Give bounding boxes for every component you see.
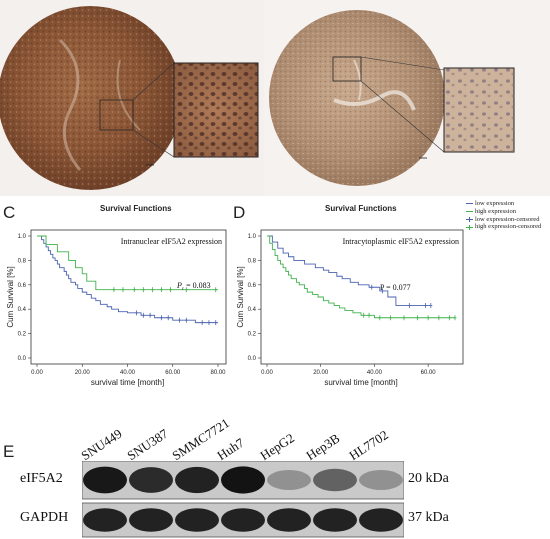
lane-label: SNU449: [78, 425, 125, 464]
panel-letter-e: E: [3, 442, 15, 461]
lane-label: HepG2: [257, 430, 297, 464]
censor-marker-icon: [466, 224, 473, 230]
chart-c-title: Survival Functions: [100, 204, 172, 213]
ihc-image-b: [264, 0, 550, 196]
blot-band: [83, 466, 127, 494]
x-tick-label: 20.00: [313, 370, 329, 376]
y-tick-label: 0.8: [248, 258, 257, 264]
km-chart-d: 0.0 0.2 0.4 0.6 0.8 1.0 0.00 20.00 40.00 60.00 sur…: [236, 229, 464, 387]
p-value: Pc = 0.083: [176, 281, 211, 292]
chart-d-title: Survival Functions: [325, 204, 397, 213]
panel-letter-c: C: [3, 203, 16, 222]
roi-box-a: [99, 99, 134, 131]
x-tick-label: 40.00: [367, 370, 383, 376]
blot-band: [83, 508, 127, 532]
x-tick-label: 60.00: [421, 370, 437, 376]
x-tick-label: 80.00: [210, 370, 226, 376]
lane-label: HL7702: [346, 426, 391, 464]
y-tick-label: 0.6: [248, 283, 257, 289]
legend-label: high expression: [475, 207, 516, 215]
km-line-high: [267, 235, 455, 319]
line-swatch-icon: [466, 203, 473, 205]
blot-band: [359, 508, 403, 532]
line-swatch-icon: [466, 211, 473, 213]
blot-band: [175, 508, 219, 532]
censor-marker-icon: [466, 216, 473, 222]
y-axis-label: Cum Survival [%]: [6, 266, 15, 327]
blot-band: [313, 508, 357, 532]
y-tick-label: 0.4: [18, 307, 27, 313]
x-tick-label: 0.00: [31, 370, 43, 376]
blot-band: [359, 470, 403, 490]
plot-frame: [260, 229, 464, 365]
blot-band: [313, 468, 357, 492]
panel-letter-d: D: [233, 203, 246, 222]
y-tick-label: 0.2: [248, 332, 257, 338]
ihc-image-a: [0, 0, 264, 196]
x-tick-label: 0.00: [261, 370, 273, 376]
chart-legend: low expression high expression low express…: [466, 200, 541, 231]
blot-band: [175, 466, 219, 494]
legend-item: low expression: [466, 200, 541, 208]
y-tick-label: 0.2: [18, 332, 27, 338]
x-tick-label: 20.00: [75, 370, 91, 376]
lane-label: Hep3B: [303, 430, 343, 464]
x-tick-label: 40.00: [120, 370, 136, 376]
km-line-low: [37, 235, 218, 324]
km-chart-c: 0.0 0.2 0.4 0.6 0.8 1.0 0.00 20.00 40.00 60.00 80.…: [6, 229, 227, 387]
blot-band: [129, 508, 173, 532]
plot-frame: [30, 229, 227, 365]
legend-item: low expression-censored: [466, 216, 541, 224]
legend-item: high expression-censored: [466, 223, 541, 231]
y-tick-label: 0.8: [18, 258, 27, 264]
size-label-37kda: 37 kDa: [408, 510, 449, 525]
size-label-20kda: 20 kDa: [408, 471, 449, 486]
y-tick-label: 0.6: [18, 283, 27, 289]
y-tick-label: 0.0: [18, 356, 27, 362]
y-axis-label: Cum Survival [%]: [236, 266, 245, 327]
legend-label: high expression-censored: [475, 223, 542, 231]
x-tick-label: 60.00: [165, 370, 181, 376]
y-tick-label: 0.4: [248, 307, 257, 313]
blot-band: [129, 467, 173, 493]
x-axis-label: survival time [month]: [324, 378, 397, 387]
lane-label: SNU387: [124, 425, 171, 464]
km-line-low: [267, 235, 431, 306]
blot-band: [221, 466, 265, 494]
km-line-high: [37, 235, 218, 291]
western-blot: [82, 461, 404, 538]
x-axis-label: survival time [month]: [91, 378, 164, 387]
blot-band: [267, 508, 311, 532]
blot-band: [267, 470, 311, 490]
legend-label: low expression-censored: [475, 215, 540, 223]
roi-box-b: [332, 56, 362, 82]
p-value: P = 0.077: [380, 283, 411, 292]
y-tick-label: 0.0: [248, 356, 257, 362]
expression-annotation: Intranuclear eIF5A2 expression: [121, 237, 222, 246]
expression-annotation: Intracytoplasmic eIF5A2 expression: [343, 237, 459, 246]
row-label-eif5a2: eIF5A2: [20, 471, 63, 486]
y-tick-label: 1.0: [18, 234, 27, 240]
legend-label: low expression: [475, 200, 515, 207]
legend-item: high expression: [466, 208, 541, 216]
y-tick-label: 1.0: [248, 234, 257, 240]
row-label-gapdh: GAPDH: [20, 510, 69, 525]
blot-band: [221, 508, 265, 532]
lane-label: Huh7: [214, 434, 247, 464]
